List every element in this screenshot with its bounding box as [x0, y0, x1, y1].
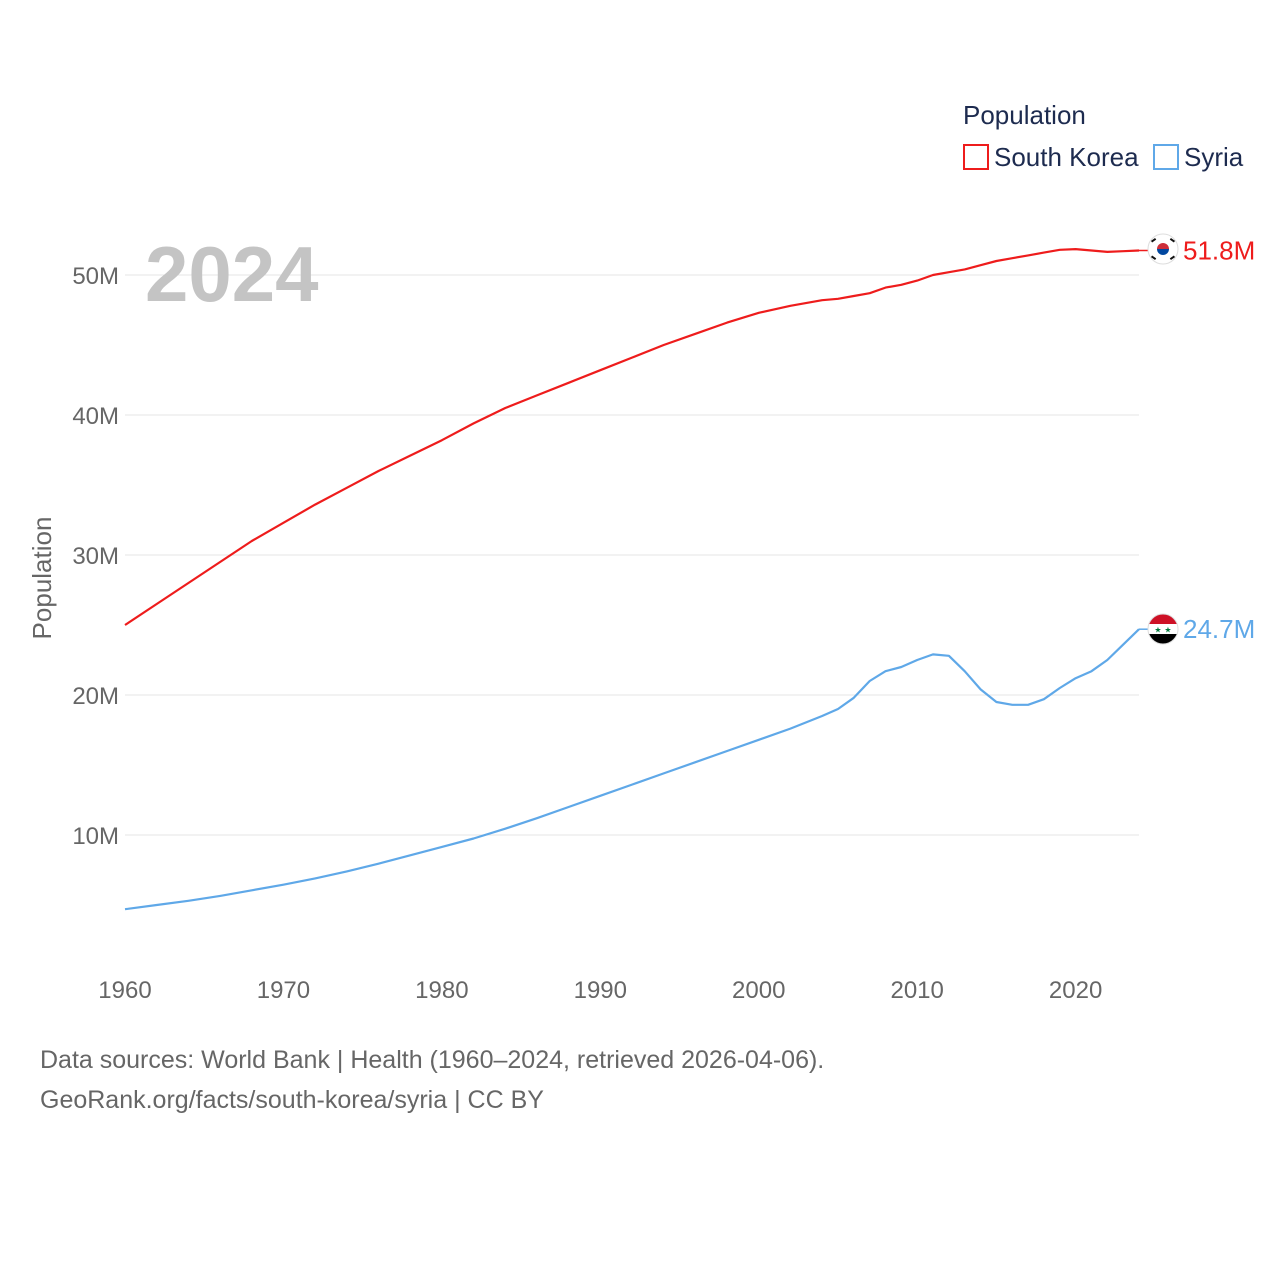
x-tick-label: 2000 [732, 977, 785, 1004]
y-tick-label: 20M [72, 683, 119, 710]
syria-flag-icon: ★ ★ [1147, 613, 1179, 645]
series-lines [124, 248, 1148, 911]
legend-label-syria: Syria [1184, 142, 1244, 172]
legend-item-south-korea[interactable]: South Korea [963, 142, 1139, 172]
gridlines [125, 274, 1139, 836]
y-tick-label: 50M [72, 263, 119, 290]
south-korea-flag-icon [1147, 233, 1179, 265]
legend[interactable]: Population South Korea Syria [963, 100, 1244, 172]
legend-swatch-syria [1153, 144, 1179, 170]
y-tick-label: 10M [72, 823, 119, 850]
end-label-south-korea: 51.8M [1183, 236, 1255, 266]
y-tick-label: 40M [72, 403, 119, 430]
year-label: 2024 [145, 230, 319, 318]
y-axis-ticks: 10M 20M 30M 40M 50M [72, 263, 119, 850]
x-tick-label: 1960 [98, 977, 151, 1004]
x-tick-label: 2010 [890, 977, 943, 1004]
x-axis-ticks: 1960 1970 1980 1990 2000 2010 2020 [98, 977, 1102, 1004]
svg-text:★: ★ [1164, 626, 1171, 635]
x-tick-label: 1980 [415, 977, 468, 1004]
x-tick-label: 1970 [257, 977, 310, 1004]
end-label-syria: 24.7M [1183, 614, 1255, 644]
x-tick-label: 2020 [1049, 977, 1102, 1004]
end-labels: 51.8M 24.7M [1183, 236, 1255, 645]
legend-swatch-south-korea [963, 144, 989, 170]
legend-title: Population [963, 100, 1086, 130]
footer: Data sources: World Bank | Health (1960–… [40, 1040, 824, 1120]
footer-sources: Data sources: World Bank | Health (1960–… [40, 1046, 825, 1074]
svg-text:★: ★ [1154, 626, 1161, 635]
legend-item-syria[interactable]: Syria [1153, 142, 1244, 172]
x-tick-label: 1990 [574, 977, 627, 1004]
footer-link[interactable]: GeoRank.org/facts/south-korea/syria | CC… [40, 1086, 544, 1114]
series-line-syria [124, 628, 1140, 911]
legend-label-south-korea: South Korea [994, 142, 1139, 172]
y-axis-label: Population [27, 517, 57, 640]
y-tick-label: 30M [72, 543, 119, 570]
series-line-south-korea [124, 248, 1140, 626]
